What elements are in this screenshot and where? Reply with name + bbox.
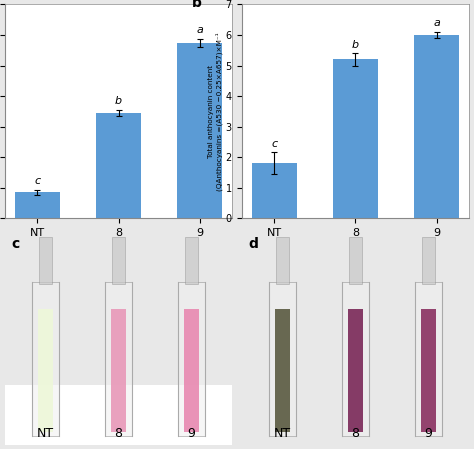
Title: Petal: Petal [101,0,136,3]
Bar [5,385,232,445]
FancyBboxPatch shape [112,238,125,284]
Bar [252,163,297,218]
FancyBboxPatch shape [39,238,52,284]
FancyBboxPatch shape [421,308,436,431]
Text: 8: 8 [351,427,359,440]
FancyBboxPatch shape [348,308,363,431]
Title: Leaf: Leaf [341,0,370,3]
FancyBboxPatch shape [185,238,198,284]
Text: d: d [248,238,258,251]
Text: c: c [271,139,277,149]
Text: a: a [433,18,440,28]
Text: c: c [34,176,40,186]
Bar [333,59,378,218]
Bar [96,113,141,218]
Text: a: a [196,25,203,35]
FancyBboxPatch shape [422,238,435,284]
FancyBboxPatch shape [342,282,369,436]
Text: 9: 9 [188,427,195,440]
FancyBboxPatch shape [32,282,59,436]
FancyBboxPatch shape [111,308,126,431]
Text: b: b [352,40,359,50]
Bar [414,35,459,218]
Bar [242,385,469,445]
Text: 8: 8 [115,427,123,440]
FancyBboxPatch shape [276,238,289,284]
Text: NT: NT [274,427,291,440]
Text: 9: 9 [424,427,432,440]
FancyBboxPatch shape [269,282,296,436]
Text: c: c [11,238,20,251]
Text: NT: NT [37,427,55,440]
FancyBboxPatch shape [38,308,53,431]
FancyBboxPatch shape [184,308,199,431]
FancyBboxPatch shape [415,282,442,436]
Bar [15,193,60,218]
Text: b: b [191,0,201,10]
FancyBboxPatch shape [275,308,290,431]
FancyBboxPatch shape [105,282,132,436]
Bar [177,43,222,218]
Y-axis label: Total anthocyanin content
(QAnthocyanins =(A530 −0.25×A657)×M⁻¹: Total anthocyanin content (QAnthocyanins… [208,32,223,191]
FancyBboxPatch shape [178,282,205,436]
FancyBboxPatch shape [349,238,362,284]
Text: b: b [115,96,122,106]
